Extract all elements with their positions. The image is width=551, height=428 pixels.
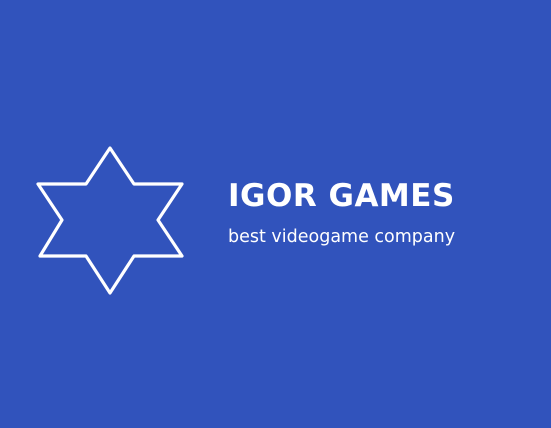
company-name: IGOR GAMES — [228, 178, 455, 214]
company-tagline: best videogame company — [228, 227, 456, 247]
six-pointed-star-icon — [36, 146, 184, 295]
